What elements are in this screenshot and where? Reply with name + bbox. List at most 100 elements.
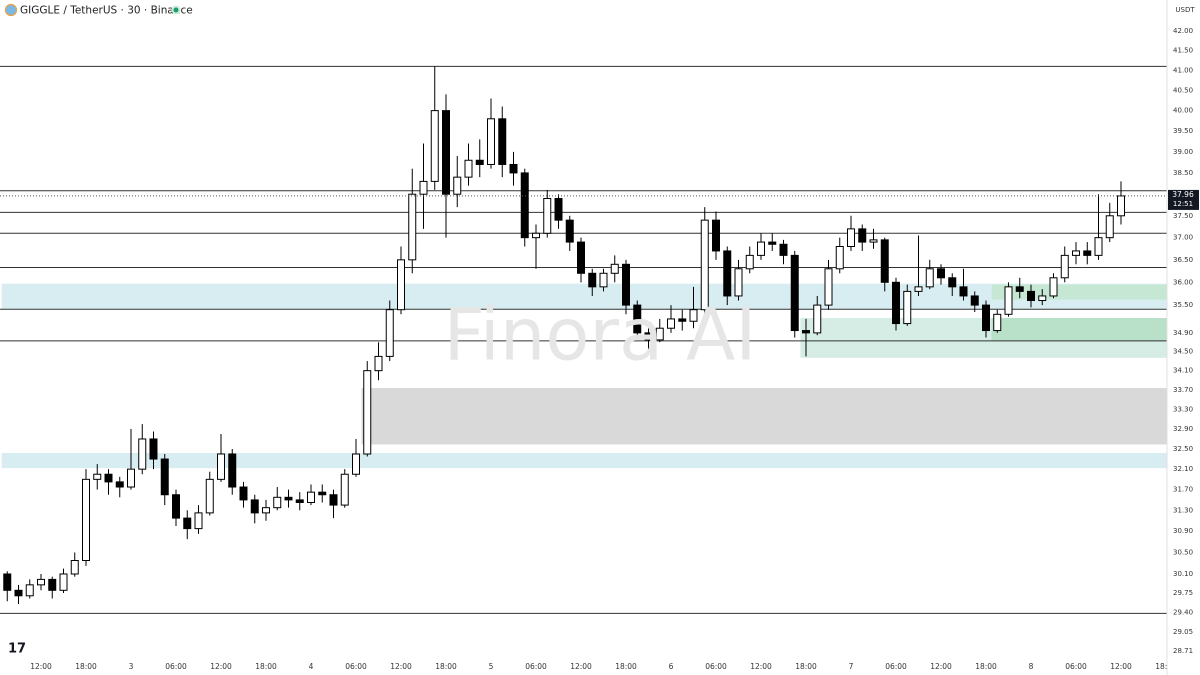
candle-body — [1027, 290, 1035, 302]
watermark: Finora AI — [444, 293, 757, 377]
candle-body — [104, 473, 113, 483]
candle-body — [82, 478, 90, 562]
candle-body — [959, 286, 968, 297]
y-tick-label: 39.00 — [1173, 148, 1193, 156]
candle-body — [779, 243, 788, 256]
candle-body — [835, 245, 844, 270]
candle-body — [250, 499, 259, 514]
candle-body — [385, 309, 394, 357]
candle-body — [532, 232, 540, 239]
x-tick-label: 4 — [309, 662, 314, 671]
candle-body — [734, 268, 743, 297]
candle-body — [723, 250, 732, 297]
candle-body — [374, 355, 383, 372]
candle-body — [1105, 215, 1114, 239]
candle-body — [757, 241, 765, 256]
y-tick-label: 34.50 — [1173, 348, 1193, 356]
y-tick-label: 29.40 — [1173, 608, 1193, 616]
candle-body — [340, 473, 349, 506]
x-tick-label: 06:00 — [345, 662, 367, 671]
candle-body — [59, 573, 68, 591]
candle-body — [655, 327, 664, 341]
candle-body — [352, 453, 360, 475]
candle-body — [577, 241, 585, 274]
candle-body — [588, 272, 597, 288]
y-tick-label: 36.50 — [1173, 256, 1193, 264]
x-tick-label: 5 — [489, 662, 494, 671]
y-tick-label: 39.50 — [1173, 127, 1193, 135]
candle-body — [3, 573, 12, 591]
x-tick-label: 06:00 — [885, 662, 907, 671]
y-tick-label: 42.00 — [1173, 27, 1193, 35]
x-tick-label: 12:00 — [1110, 662, 1132, 671]
candle-body — [678, 318, 687, 322]
candle-body — [813, 304, 822, 334]
candle-body — [205, 478, 214, 514]
candle-body — [858, 228, 867, 243]
candle-body — [644, 332, 653, 341]
candle-body — [869, 239, 878, 243]
candle-body — [262, 507, 270, 514]
x-tick-label: 06:00 — [1065, 662, 1087, 671]
y-tick-label: 33.70 — [1173, 386, 1193, 394]
candle-body — [1049, 277, 1058, 297]
y-tick-label: 31.70 — [1173, 486, 1193, 494]
logo: 17 — [8, 642, 26, 657]
y-tick-label: 28.71 — [1173, 647, 1193, 655]
y-tick-label: 30.10 — [1173, 570, 1193, 578]
status-dot — [171, 5, 181, 15]
chart-title: GIGGLE / TetherUS · 30 · Binance — [20, 5, 193, 17]
x-tick-label: 12:00 — [930, 662, 952, 671]
candle-body — [363, 370, 372, 455]
candle-body — [622, 263, 630, 306]
last-price-label: 37.96 — [1172, 190, 1194, 199]
candle-body — [914, 286, 923, 292]
candle-body — [1083, 250, 1092, 256]
y-tick-label: 29.05 — [1173, 628, 1193, 636]
x-tick-label: 18:00 — [1155, 662, 1177, 671]
candle-body — [183, 517, 192, 530]
candle-body — [295, 499, 304, 503]
candle-body — [487, 118, 495, 165]
candle-body — [127, 468, 135, 488]
candle-body — [700, 219, 709, 311]
y-tick-label: 30.90 — [1173, 527, 1193, 535]
candle-body — [318, 491, 327, 496]
y-tick-label: 34.90 — [1173, 329, 1193, 337]
y-tick-label: 37.00 — [1173, 234, 1193, 242]
candle-body — [824, 268, 833, 306]
candle-body — [475, 159, 484, 165]
candle-body — [892, 281, 900, 325]
x-tick-label: 8 — [1029, 662, 1034, 671]
y-tick-label: 35.50 — [1173, 301, 1193, 309]
y-tick-label: 41.50 — [1173, 47, 1193, 55]
y-tick-label: 34.10 — [1173, 367, 1193, 375]
candle-body — [982, 304, 990, 332]
candle-body — [172, 494, 180, 519]
candle-body — [1117, 195, 1125, 217]
candle-body — [329, 494, 338, 506]
candle-body — [565, 219, 574, 243]
candle-body — [937, 268, 945, 279]
candle-body — [948, 277, 957, 288]
x-tick-label: 18:00 — [615, 662, 637, 671]
x-tick-label: 12:00 — [570, 662, 592, 671]
y-tick-label: 41.00 — [1173, 66, 1193, 74]
candle-body — [217, 453, 225, 480]
x-tick-label: 12:00 — [750, 662, 772, 671]
candle-body — [1004, 286, 1013, 315]
candle-body — [689, 309, 698, 322]
candle-body — [1038, 295, 1047, 302]
x-tick-label: 18:00 — [795, 662, 817, 671]
last-price-box — [1168, 189, 1199, 210]
candle-body — [633, 304, 642, 334]
y-tick-label: 30.50 — [1173, 548, 1193, 556]
candle-body — [993, 313, 1002, 332]
x-tick-label: 7 — [849, 662, 854, 671]
candle-body — [138, 438, 147, 470]
candle-body — [419, 180, 428, 195]
symbol-icon — [4, 3, 18, 17]
zone — [361, 387, 1167, 445]
x-tick-label: 12:00 — [390, 662, 412, 671]
candle-body — [970, 295, 979, 306]
